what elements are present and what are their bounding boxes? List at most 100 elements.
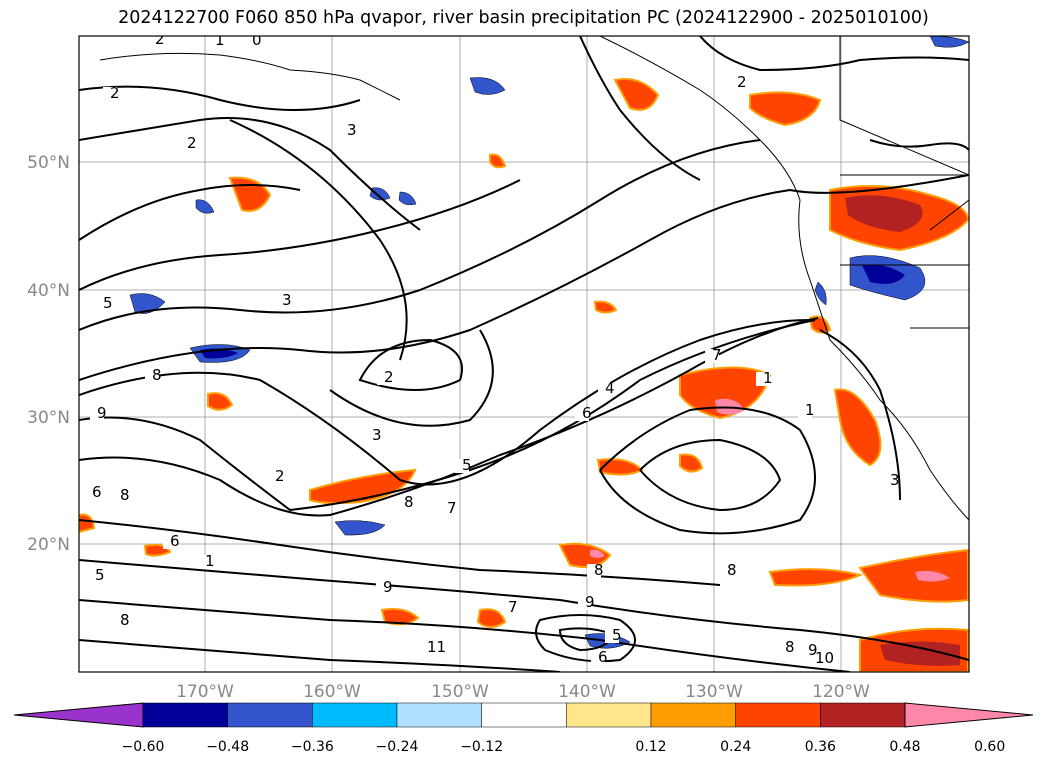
contour-label-bg	[148, 36, 162, 47]
colorbar-tick-label: 0.48	[889, 739, 920, 755]
colorbar-tick-label: 0.60	[974, 739, 1005, 755]
contour-label-bg	[88, 569, 102, 583]
lat-label-20n: 20°N	[27, 535, 70, 555]
contour-label: 1	[763, 369, 773, 387]
chart-title: 2024122700 F060 850 hPa qvapor, river ba…	[118, 8, 929, 28]
contour-label: 5	[103, 294, 113, 312]
contour-label: 2	[155, 30, 165, 48]
contour-label: 3	[282, 291, 292, 309]
contour-label: 1	[215, 31, 225, 49]
contour-label-bg	[113, 614, 127, 628]
precip-negative-areas	[129, 36, 969, 649]
contour-label-bg	[85, 486, 99, 500]
contour-label-bg	[756, 372, 770, 386]
contour-label-bg	[598, 382, 612, 396]
colorbar: −0.60 −0.48 −0.36 −0.24 −0.12 0.12 0.24 0.36 0.4…	[13, 702, 1034, 755]
lat-label-30n: 30°N	[27, 408, 70, 428]
contour-label: 6	[92, 483, 102, 501]
contour-label: 7	[712, 346, 722, 364]
contour-label: 8	[120, 486, 130, 504]
contour-label-bg	[377, 371, 391, 385]
colorbar-extend-min	[13, 702, 144, 728]
contour-label-bg	[145, 369, 159, 383]
colorbar-tick-label: −0.48	[206, 739, 249, 755]
lon-label-150w: 150°W	[431, 682, 489, 702]
contour-label-bg	[90, 407, 104, 421]
contour-label-bg	[501, 601, 515, 615]
colorbar-segment	[142, 702, 228, 728]
lon-label-140w: 140°W	[558, 682, 616, 702]
colorbar-segment	[481, 702, 567, 728]
contour-label: 8	[152, 366, 162, 384]
colorbar-tick-label: 0.36	[805, 739, 836, 755]
contour-label-bg	[883, 474, 897, 488]
contour-label-bg	[275, 294, 289, 308]
contour-label: 3	[890, 471, 900, 489]
lon-label-160w: 160°W	[303, 682, 361, 702]
colorbar-segment	[312, 702, 398, 728]
contour-label: 2	[187, 134, 197, 152]
contour-label: 2	[275, 467, 285, 485]
contour-label: 7	[508, 598, 518, 616]
contour-label: 6	[170, 532, 180, 550]
contour-label-bg	[591, 651, 605, 665]
contour-label: 6	[582, 404, 592, 422]
colorbar-tick-label: 0.24	[720, 739, 751, 755]
contour-label: 7	[447, 499, 457, 517]
contour-label-bg	[455, 459, 469, 473]
contour-label: 1	[805, 401, 815, 419]
contour-label: 6	[598, 648, 608, 666]
colorbar-segment	[227, 702, 313, 728]
colorbar-segment	[650, 702, 736, 728]
contour-label-bg	[198, 555, 212, 569]
contour-label-bg	[245, 36, 259, 48]
contour-label-bg	[801, 644, 815, 658]
contour-label-bg	[705, 349, 719, 363]
contour-label-bg	[268, 470, 282, 484]
contour-label-bg	[340, 124, 354, 138]
contour-label: 1	[205, 552, 215, 570]
contour-label-bg	[420, 641, 442, 655]
colorbar-segment	[396, 702, 482, 728]
contour-label-bg	[365, 429, 379, 443]
contour-label-bg	[376, 581, 390, 595]
colorbar-tick-label: −0.60	[122, 739, 165, 755]
contour-label-bg	[397, 496, 411, 510]
contour-label: 8	[727, 561, 737, 579]
lon-label-120w: 120°W	[812, 682, 870, 702]
contour-label-bg	[113, 489, 127, 503]
lon-label-170w: 170°W	[176, 682, 234, 702]
contour-label-bg	[720, 564, 734, 578]
contour-label-bg	[163, 535, 177, 549]
contour-label-bg	[103, 87, 117, 101]
contour-label-bg	[578, 596, 592, 610]
map-plot-area: 2102323532389274658761685989881011756983…	[79, 30, 969, 672]
contour-label: 3	[347, 121, 357, 139]
lat-label-40n: 40°N	[27, 281, 70, 301]
colorbar-tick-label: −0.36	[291, 739, 334, 755]
contour-label-bg	[730, 76, 744, 90]
contour-label: 5	[462, 456, 472, 474]
colorbar-segment	[566, 702, 652, 728]
colorbar-tick-label: 0.12	[635, 739, 666, 755]
qvapor-contours	[79, 36, 969, 672]
contour-label: 2	[110, 84, 120, 102]
contour-label: 5	[95, 566, 105, 584]
contour-label: 8	[594, 561, 604, 579]
contour-label-bg	[778, 641, 792, 655]
contour-label: 8	[120, 611, 130, 629]
contour-label-bg	[208, 36, 222, 48]
contour-label-bg	[587, 564, 601, 578]
contour-label: 8	[404, 493, 414, 511]
contour-label: 0	[252, 31, 262, 49]
coastlines	[99, 36, 969, 521]
contour-label: 5	[612, 626, 622, 644]
colorbar-extend-max	[904, 702, 1034, 728]
lon-label-130w: 130°W	[685, 682, 743, 702]
contour-label: 8	[785, 638, 795, 656]
colorbar-segment	[735, 702, 821, 728]
contour-label: 4	[605, 379, 615, 397]
contour-label: 10	[815, 649, 834, 667]
contour-label-bg	[96, 297, 110, 311]
